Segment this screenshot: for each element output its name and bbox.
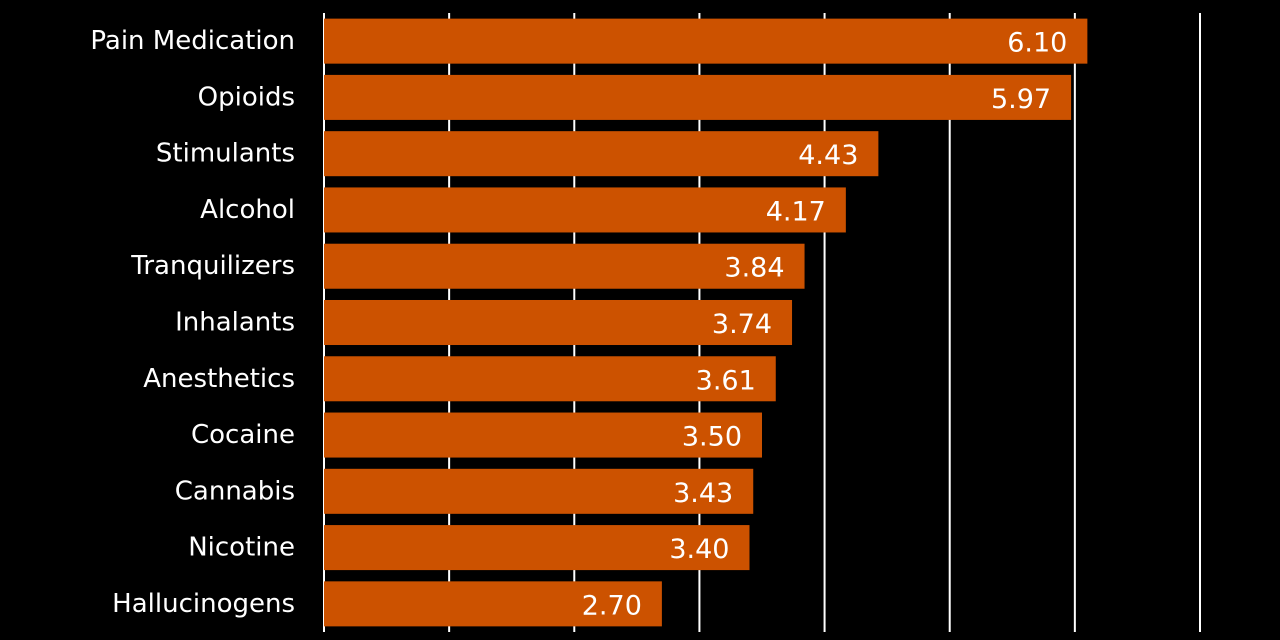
- bar: [324, 356, 776, 402]
- data-label: 2.70: [582, 590, 642, 621]
- bar: [324, 243, 805, 289]
- bar: [324, 299, 793, 346]
- category-label: Alcohol: [200, 195, 295, 225]
- bar: [324, 468, 754, 514]
- bar: [324, 412, 762, 458]
- category-label: Hallucinogens: [112, 589, 295, 619]
- data-label: 3.74: [712, 309, 772, 340]
- data-label: 4.43: [798, 140, 858, 171]
- category-label: Nicotine: [188, 533, 295, 563]
- bar: [324, 74, 1072, 120]
- category-label: Anesthetics: [143, 364, 295, 394]
- bar: [324, 131, 879, 177]
- category-label: Inhalants: [175, 308, 295, 338]
- bar: [324, 18, 1088, 64]
- bar: [324, 187, 846, 233]
- category-label: Tranquilizers: [130, 251, 295, 281]
- data-label: 3.40: [669, 534, 729, 565]
- data-label: 3.61: [696, 365, 756, 396]
- category-label: Pain Medication: [90, 26, 295, 56]
- data-label: 3.50: [682, 422, 742, 453]
- data-label: 6.10: [1007, 28, 1067, 59]
- bar: [324, 581, 662, 627]
- data-label: 5.97: [991, 84, 1051, 115]
- category-label: Cocaine: [191, 420, 295, 450]
- data-label: 4.17: [766, 196, 826, 227]
- category-label: Opioids: [198, 82, 295, 112]
- data-label: 3.84: [724, 253, 784, 284]
- data-label: 3.43: [673, 478, 733, 509]
- bar: [324, 525, 750, 571]
- category-label: Stimulants: [156, 139, 295, 169]
- category-label: Cannabis: [175, 476, 295, 506]
